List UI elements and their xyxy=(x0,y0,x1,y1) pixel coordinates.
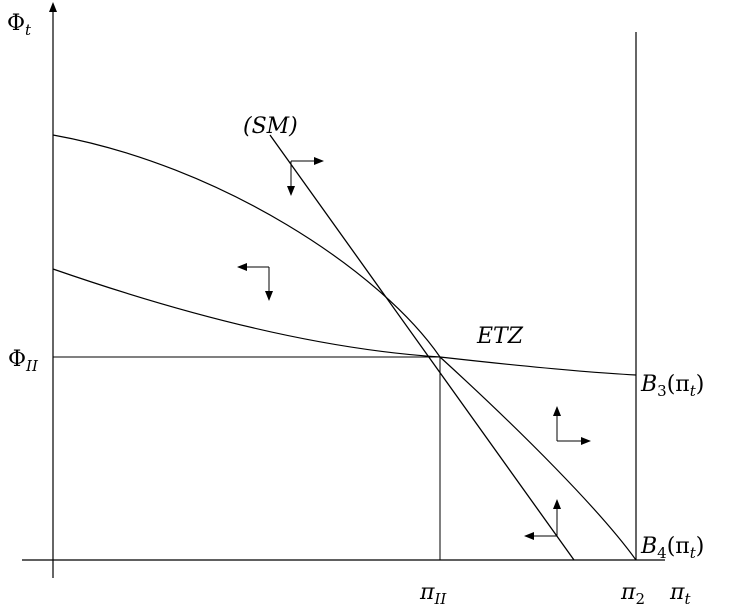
upper-curve-b4 xyxy=(52,134,637,561)
pi-ii-label: πII xyxy=(419,580,447,608)
direction-arrows-middle xyxy=(237,263,273,301)
phi-ii-label: ΦII xyxy=(8,347,39,375)
x-axis-label: πt xyxy=(669,580,691,608)
pi-2-label: π2 xyxy=(620,580,645,608)
b3-curve xyxy=(52,268,637,376)
direction-arrows-right xyxy=(553,406,591,445)
y-axis-arrowhead xyxy=(49,2,57,12)
direction-arrows-bottom xyxy=(524,499,561,540)
direction-arrows-sm xyxy=(287,157,324,196)
y-axis-label: Φt xyxy=(7,11,32,39)
b3-label: B3(πt) xyxy=(640,372,704,400)
b4-label: B4(πt) xyxy=(640,534,704,562)
sm-line xyxy=(269,134,575,561)
etz-label: ETZ xyxy=(476,324,524,349)
sm-label: (SM) xyxy=(243,114,298,139)
